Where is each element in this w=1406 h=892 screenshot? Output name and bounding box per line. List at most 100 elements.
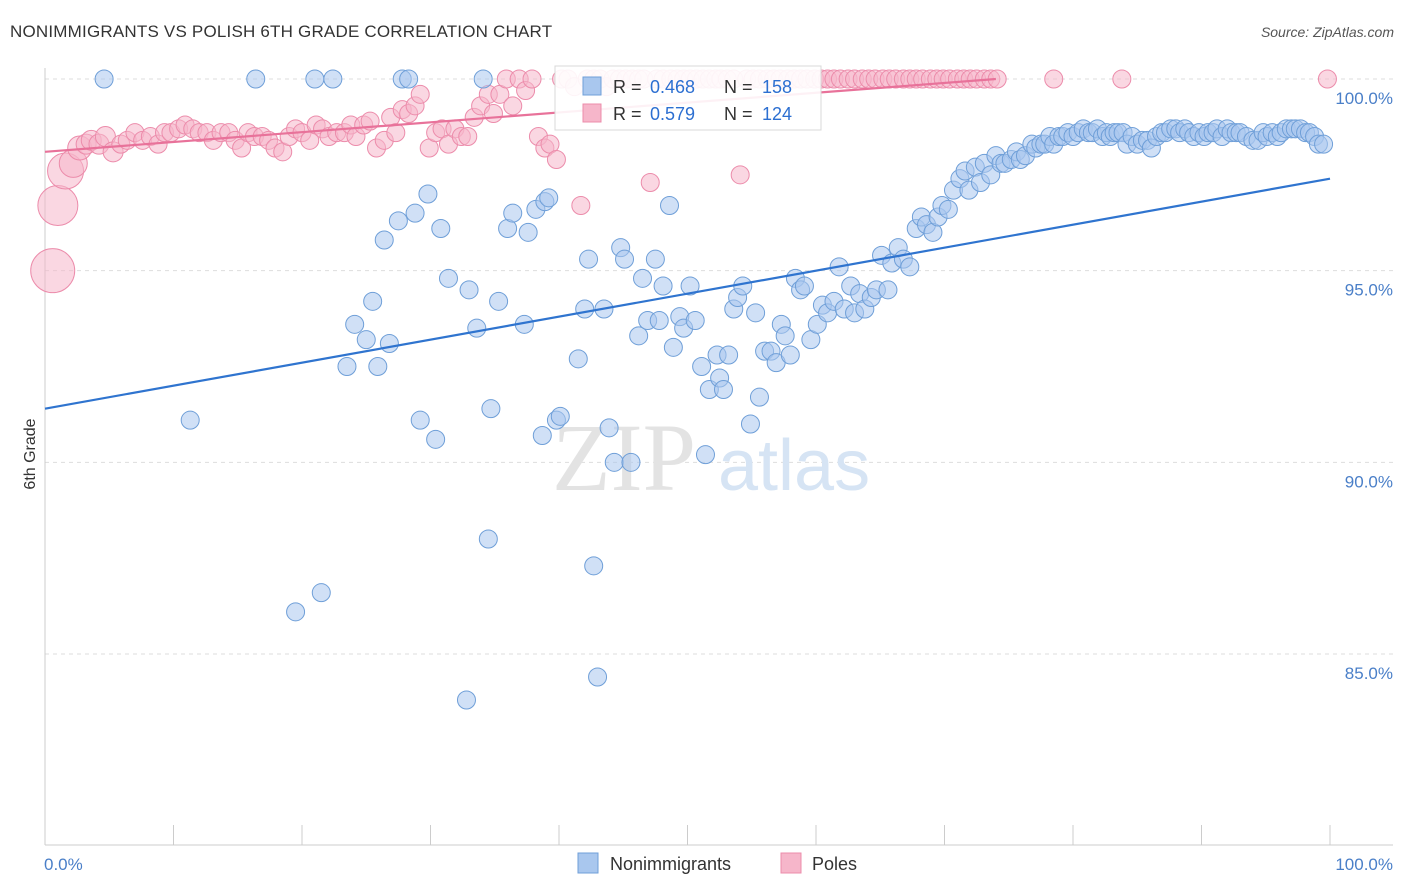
nonimmigrants-point bbox=[680, 276, 700, 296]
poles-point bbox=[730, 165, 750, 185]
poles-point bbox=[571, 196, 591, 215]
nonimmigrants-point bbox=[94, 69, 114, 89]
legend-swatch-nonimmigrants bbox=[577, 852, 599, 874]
nonimmigrants-point bbox=[938, 199, 958, 219]
nonimmigrants-point bbox=[568, 349, 588, 369]
poles-point bbox=[37, 185, 79, 226]
nonimmigrants-point bbox=[503, 203, 523, 223]
nonimmigrants-point bbox=[180, 410, 200, 430]
nonimmigrants-point bbox=[649, 311, 669, 330]
nonimmigrants-point bbox=[749, 387, 769, 407]
nonimmigrants-point bbox=[584, 556, 604, 576]
stats-r-label-1: R = bbox=[613, 77, 642, 97]
nonimmigrants-point bbox=[719, 345, 739, 365]
nonimmigrants-point bbox=[481, 399, 501, 419]
legend-label-nonimmigrants: Nonimmigrants bbox=[610, 854, 731, 874]
nonimmigrants-point bbox=[532, 426, 552, 445]
nonimmigrants-point bbox=[900, 257, 920, 277]
nonimmigrants-point bbox=[645, 249, 665, 269]
stats-swatch-blue bbox=[582, 76, 602, 96]
nonimmigrants-point bbox=[405, 203, 425, 223]
nonimmigrants-point bbox=[579, 249, 599, 269]
y-tick-label: 85.0% bbox=[1345, 664, 1393, 683]
nonimmigrants-point bbox=[599, 418, 619, 438]
nonimmigrants-point bbox=[588, 667, 608, 687]
nonimmigrants-point bbox=[426, 429, 446, 449]
nonimmigrants-point bbox=[878, 280, 898, 300]
nonimmigrants-point bbox=[518, 222, 538, 242]
nonimmigrants-point bbox=[575, 299, 595, 319]
nonimmigrants-point bbox=[604, 452, 624, 472]
y-tick-label: 100.0% bbox=[1335, 89, 1393, 108]
poles-point bbox=[640, 173, 660, 192]
poles-point bbox=[546, 150, 566, 169]
nonimmigrants-point bbox=[323, 69, 343, 89]
y-tick-label: 95.0% bbox=[1345, 281, 1393, 300]
nonimmigrants-point bbox=[489, 291, 509, 311]
nonimmigrants-point bbox=[478, 529, 498, 549]
poles-point bbox=[386, 123, 406, 143]
poles-point bbox=[410, 84, 430, 104]
nonimmigrants-point bbox=[653, 276, 673, 296]
stats-r-label-2: R = bbox=[613, 104, 642, 124]
poles-point bbox=[30, 248, 76, 294]
nonimmigrants-point bbox=[379, 334, 399, 353]
nonimmigrants-point bbox=[615, 249, 635, 269]
stats-r-value-1: 0.468 bbox=[650, 77, 695, 97]
nonimmigrants-point bbox=[356, 330, 376, 350]
poles-point bbox=[522, 69, 542, 89]
nonimmigrants-point bbox=[456, 690, 476, 710]
trend-lines bbox=[44, 77, 1331, 410]
nonimmigrants-point bbox=[286, 602, 306, 622]
nonimmigrants-point bbox=[388, 211, 408, 231]
stats-n-value-2: 124 bbox=[762, 104, 792, 124]
axes bbox=[44, 68, 1393, 846]
nonimmigrants-point bbox=[431, 219, 451, 238]
nonimmigrants-point bbox=[692, 357, 712, 376]
nonimmigrants-point bbox=[337, 357, 357, 376]
x-tick-max: 100.0% bbox=[1335, 855, 1393, 874]
legend-swatch-poles bbox=[780, 852, 802, 874]
nonimmigrants-point bbox=[794, 276, 814, 296]
nonimmigrants-point bbox=[363, 291, 383, 311]
nonimmigrants-point bbox=[621, 452, 641, 472]
chart-source: Source: ZipAtlas.com bbox=[1260, 24, 1394, 40]
poles-point bbox=[1044, 69, 1064, 89]
stats-r-value-2: 0.579 bbox=[650, 104, 695, 124]
poles-point bbox=[503, 96, 523, 116]
y-tick-label: 90.0% bbox=[1345, 472, 1393, 491]
stats-n-label-1: N = bbox=[724, 77, 753, 97]
nonimmigrants-point bbox=[685, 311, 705, 330]
y-tick-labels: 85.0% 90.0% 95.0% 100.0% bbox=[1335, 89, 1393, 683]
nonimmigrants-point bbox=[418, 184, 438, 204]
nonimmigrants-point bbox=[660, 196, 680, 215]
y-axis-label: 6th Grade bbox=[22, 418, 39, 489]
nonimmigrants-point bbox=[1314, 134, 1334, 154]
stats-swatch-pink bbox=[582, 103, 602, 123]
stats-box: R = 0.468 N = 158 R = 0.579 N = 124 bbox=[554, 65, 822, 131]
x-tick-min: 0.0% bbox=[44, 855, 83, 874]
nonimmigrants-point bbox=[467, 318, 487, 338]
nonimmigrants-point bbox=[780, 345, 800, 365]
nonimmigrants-point bbox=[399, 69, 419, 89]
chart-title: NONIMMIGRANTS VS POLISH 6TH GRADE CORREL… bbox=[10, 22, 553, 41]
nonimmigrants-point bbox=[473, 69, 493, 89]
nonimmigrants-point bbox=[410, 410, 430, 430]
legend: Nonimmigrants Poles bbox=[577, 852, 857, 874]
nonimmigrants-point bbox=[663, 337, 683, 357]
nonimmigrants-point bbox=[246, 69, 266, 89]
poles-point bbox=[1112, 69, 1132, 89]
watermark-atlas: atlas bbox=[718, 426, 870, 506]
nonimmigrants-point bbox=[539, 188, 559, 208]
nonimmigrants-point bbox=[775, 326, 795, 346]
poles-point bbox=[1317, 69, 1337, 89]
nonimmigrants-points bbox=[94, 69, 1334, 710]
stats-n-value-1: 158 bbox=[762, 77, 792, 97]
nonimmigrants-point bbox=[305, 69, 325, 89]
legend-label-poles: Poles bbox=[812, 854, 857, 874]
nonimmigrants-trend-line bbox=[44, 177, 1331, 410]
nonimmigrants-point bbox=[746, 303, 766, 323]
stats-n-label-2: N = bbox=[724, 104, 753, 124]
grid-lines bbox=[45, 78, 1393, 655]
